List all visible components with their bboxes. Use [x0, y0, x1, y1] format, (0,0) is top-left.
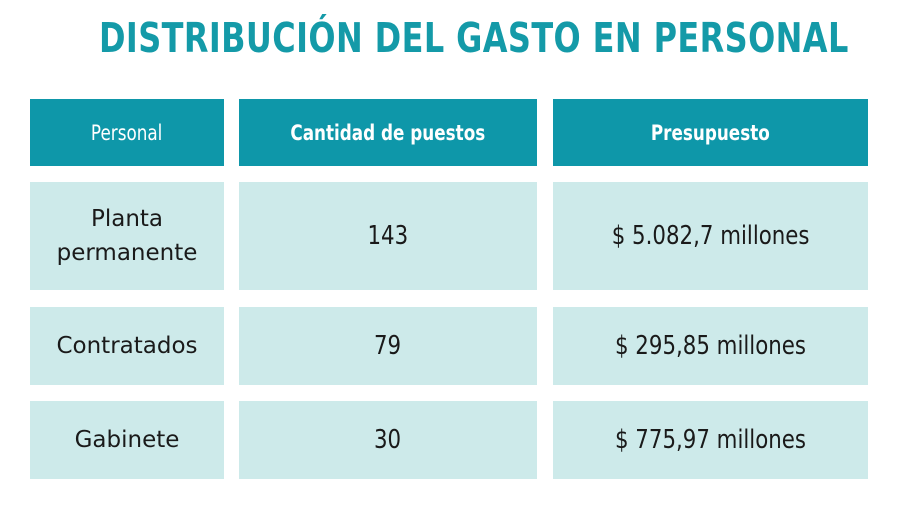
table-row-2-cantidad: 79: [239, 307, 537, 385]
header-presupuesto: Presupuesto: [553, 99, 868, 166]
table-row-1-presupuesto: $ 5.082,7 millones: [553, 182, 868, 290]
header-personal-label: Personal: [91, 120, 163, 145]
header-cantidad-label: Cantidad de puestos: [290, 120, 486, 145]
table-row-2-personal: Contratados: [30, 307, 224, 385]
table-row-3-personal: Gabinete: [30, 401, 224, 479]
table-row-2-presupuesto: $ 295,85 millones: [553, 307, 868, 385]
table-cell-personal: Gabinete: [74, 426, 180, 453]
table-cell-presupuesto: $ 5.082,7 millones: [611, 221, 810, 251]
header-presupuesto-label: Presupuesto: [651, 120, 770, 145]
table-cell-personal: Contratados: [56, 332, 198, 359]
table-cell-cantidad: 143: [367, 221, 409, 251]
table-cell-presupuesto: $ 775,97 millones: [614, 425, 807, 455]
header-personal: Personal: [30, 99, 224, 166]
table-cell-cantidad: 30: [374, 425, 402, 455]
page-title: DISTRIBUCIÓN DEL GASTO EN PERSONAL: [99, 14, 849, 62]
table-row-1-cantidad: 143: [239, 182, 537, 290]
table-row-1-personal: Planta permanente: [30, 182, 224, 290]
header-cantidad: Cantidad de puestos: [239, 99, 537, 166]
table-cell-personal: Planta permanente: [56, 205, 198, 267]
table-cell-cantidad: 79: [374, 331, 402, 361]
table-row-3-cantidad: 30: [239, 401, 537, 479]
table-row-3-presupuesto: $ 775,97 millones: [553, 401, 868, 479]
table-cell-presupuesto: $ 295,85 millones: [614, 331, 807, 361]
